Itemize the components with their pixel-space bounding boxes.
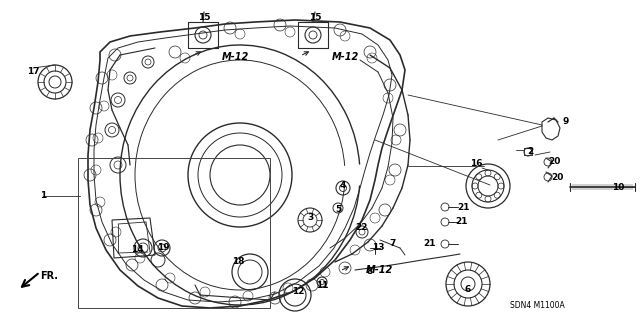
Text: 21: 21 (457, 203, 469, 211)
Text: M-12: M-12 (222, 52, 249, 62)
Text: M-12: M-12 (332, 52, 359, 62)
Text: 8: 8 (367, 268, 373, 277)
Text: 18: 18 (232, 257, 244, 266)
Text: 20: 20 (551, 173, 563, 182)
Text: 21: 21 (456, 218, 468, 226)
Text: SDN4 M1100A: SDN4 M1100A (510, 301, 564, 310)
Text: 4: 4 (340, 181, 346, 189)
Text: 22: 22 (356, 224, 368, 233)
Text: 7: 7 (390, 239, 396, 248)
Text: 13: 13 (372, 243, 384, 253)
Text: 16: 16 (470, 159, 483, 167)
Text: 21: 21 (424, 240, 436, 249)
Text: 17: 17 (27, 68, 39, 77)
Text: M-12: M-12 (366, 265, 393, 275)
Text: 9: 9 (563, 117, 569, 127)
Text: 2: 2 (527, 147, 533, 157)
Text: 20: 20 (548, 158, 560, 167)
Text: 3: 3 (307, 213, 313, 222)
Text: 12: 12 (292, 287, 304, 296)
Text: 15: 15 (198, 12, 211, 21)
Text: 15: 15 (308, 12, 321, 21)
Text: 11: 11 (316, 280, 328, 290)
Text: 5: 5 (335, 205, 341, 214)
Text: 10: 10 (612, 182, 624, 191)
Text: 19: 19 (157, 243, 170, 253)
Text: FR.: FR. (40, 271, 58, 281)
Text: 14: 14 (131, 246, 143, 255)
Text: 6: 6 (465, 286, 471, 294)
Text: 1: 1 (40, 191, 46, 201)
